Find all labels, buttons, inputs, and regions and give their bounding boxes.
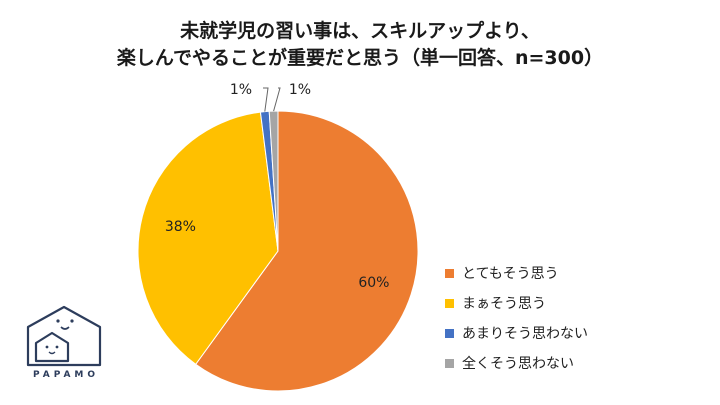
legend-label-0: とてもそう思う xyxy=(462,266,559,282)
legend-item-1: まぁそう思う xyxy=(445,288,588,318)
pie-data-labels: 60% 38% 1% 1% xyxy=(165,82,390,291)
logo-text: PAPAMO xyxy=(32,370,100,380)
legend-swatch-3 xyxy=(445,358,454,368)
legend-swatch-2 xyxy=(445,328,454,338)
chart-title-line-2: 楽しんでやることが重要だと思う（単一回答、n=300） xyxy=(116,47,604,69)
legend-item-2: あまりそう思わない xyxy=(445,318,588,348)
legend-item-0: とてもそう思う xyxy=(445,258,588,288)
pie-slices xyxy=(137,110,419,392)
chart-legend: とてもそう思う まぁそう思う あまりそう思わない 全くそう思わない xyxy=(445,258,588,378)
data-label-0: 60% xyxy=(358,275,389,291)
leader-line-2 xyxy=(263,87,269,112)
legend-label-2: あまりそう思わない xyxy=(462,326,588,342)
leader-line-3 xyxy=(273,87,281,112)
data-label-2: 1% xyxy=(230,82,252,98)
pie-slice-0 xyxy=(195,110,419,392)
data-label-3: 1% xyxy=(289,82,311,98)
papamo-logo-icon xyxy=(26,305,102,367)
legend-swatch-1 xyxy=(445,298,454,308)
chart-title-line-1: 未就学児の習い事は、スキルアップより、 xyxy=(180,20,540,42)
chart-title: 未就学児の習い事は、スキルアップより、 楽しんでやることが重要だと思う（単一回答… xyxy=(0,18,720,72)
pie-slice-1 xyxy=(137,111,279,365)
legend-swatch-0 xyxy=(445,268,454,278)
data-label-1: 38% xyxy=(165,219,196,235)
legend-label-1: まぁそう思う xyxy=(462,296,546,312)
legend-label-3: 全くそう思わない xyxy=(462,356,574,372)
legend-item-3: 全くそう思わない xyxy=(445,348,588,378)
